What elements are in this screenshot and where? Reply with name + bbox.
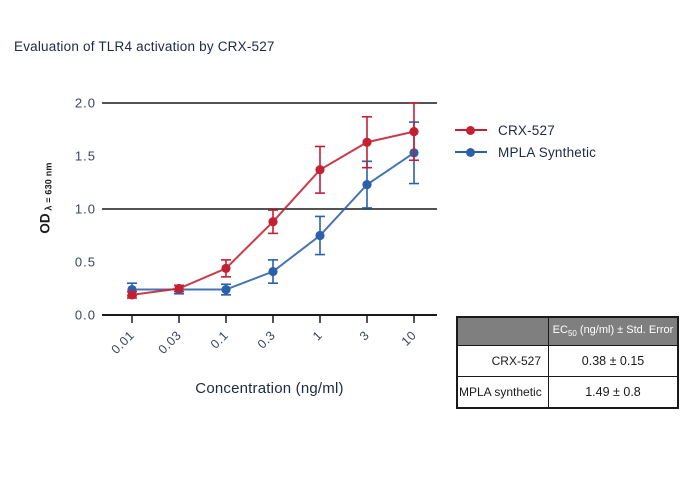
legend-marker-crx-527 [455,124,487,136]
legend-label-mpla-synthetic: MPLA Synthetic [498,144,597,160]
x-tick-label: 0.01 [109,328,138,357]
ec-subscript: 50 [567,329,577,339]
x-tick-label: 10 [399,328,419,348]
legend-item-crx-527: CRX-527 [455,119,596,141]
ec-units: (ng/ml) ± Std. Error [576,324,674,337]
y-tick-label: 1.5 [75,149,96,164]
legend-label-crx-527: CRX-527 [498,122,555,138]
legend-dot-icon [466,147,475,157]
ec50-table: EC50 (ng/ml) ± Std. Error CRX-527 0.38 ±… [456,316,679,409]
data-point-mpla-synthetic [315,230,325,241]
data-point-crx-527 [268,217,278,227]
data-point-mpla-synthetic [362,180,372,190]
x-tick-label: 1 [310,328,325,343]
y-tick-label: 1.0 [75,202,96,217]
data-point-crx-527 [315,165,325,175]
table-row-crx-527: CRX-527 0.38 ± 0.15 [456,345,679,377]
data-point-crx-527 [409,127,419,137]
data-point-mpla-synthetic [221,284,231,295]
data-point-crx-527 [127,290,137,300]
row-value: 1.49 ± 0.8 [548,376,679,409]
legend: CRX-527 MPLA Synthetic [455,119,596,163]
y-tick-label: 0.5 [75,255,96,270]
row-value: 0.38 ± 0.15 [548,345,679,377]
dose-response-line-chart: 0.0 0.5 1.0 1.5 2.0 0.01 0.03 0.1 0.3 1 3 10 [75,96,437,357]
x-tick-label: 0.3 [255,328,278,351]
table-row-mpla-synthetic: MPLA synthetic 1.49 ± 0.8 [456,376,679,409]
table-header-ec50: EC50 (ng/ml) ± Std. Error [548,316,679,346]
x-axis-title: Concentration (ng/ml) [195,380,344,397]
legend-marker-mpla-synthetic [455,146,487,158]
data-point-crx-527 [221,263,231,273]
legend-dot-icon [466,125,475,135]
y-tick-label: 0.0 [75,308,96,323]
data-point-crx-527 [362,137,372,147]
x-tick-label: 0.03 [156,328,185,357]
data-point-crx-527 [174,283,184,294]
legend-item-mpla-synthetic: MPLA Synthetic [455,141,596,163]
data-point-mpla-synthetic [268,266,278,277]
row-label: CRX-527 [456,345,549,377]
table-header-row: EC50 (ng/ml) ± Std. Error [456,316,679,346]
row-label: MPLA synthetic [456,376,549,409]
table-corner-cell [456,316,549,346]
figure-title: Evaluation of TLR4 activation by CRX-527 [14,39,275,54]
x-tick-label: 0.1 [208,328,231,351]
x-tick-label: 3 [357,328,372,343]
ec-prefix: EC [552,324,568,337]
y-tick-label: 2.0 [75,96,96,111]
